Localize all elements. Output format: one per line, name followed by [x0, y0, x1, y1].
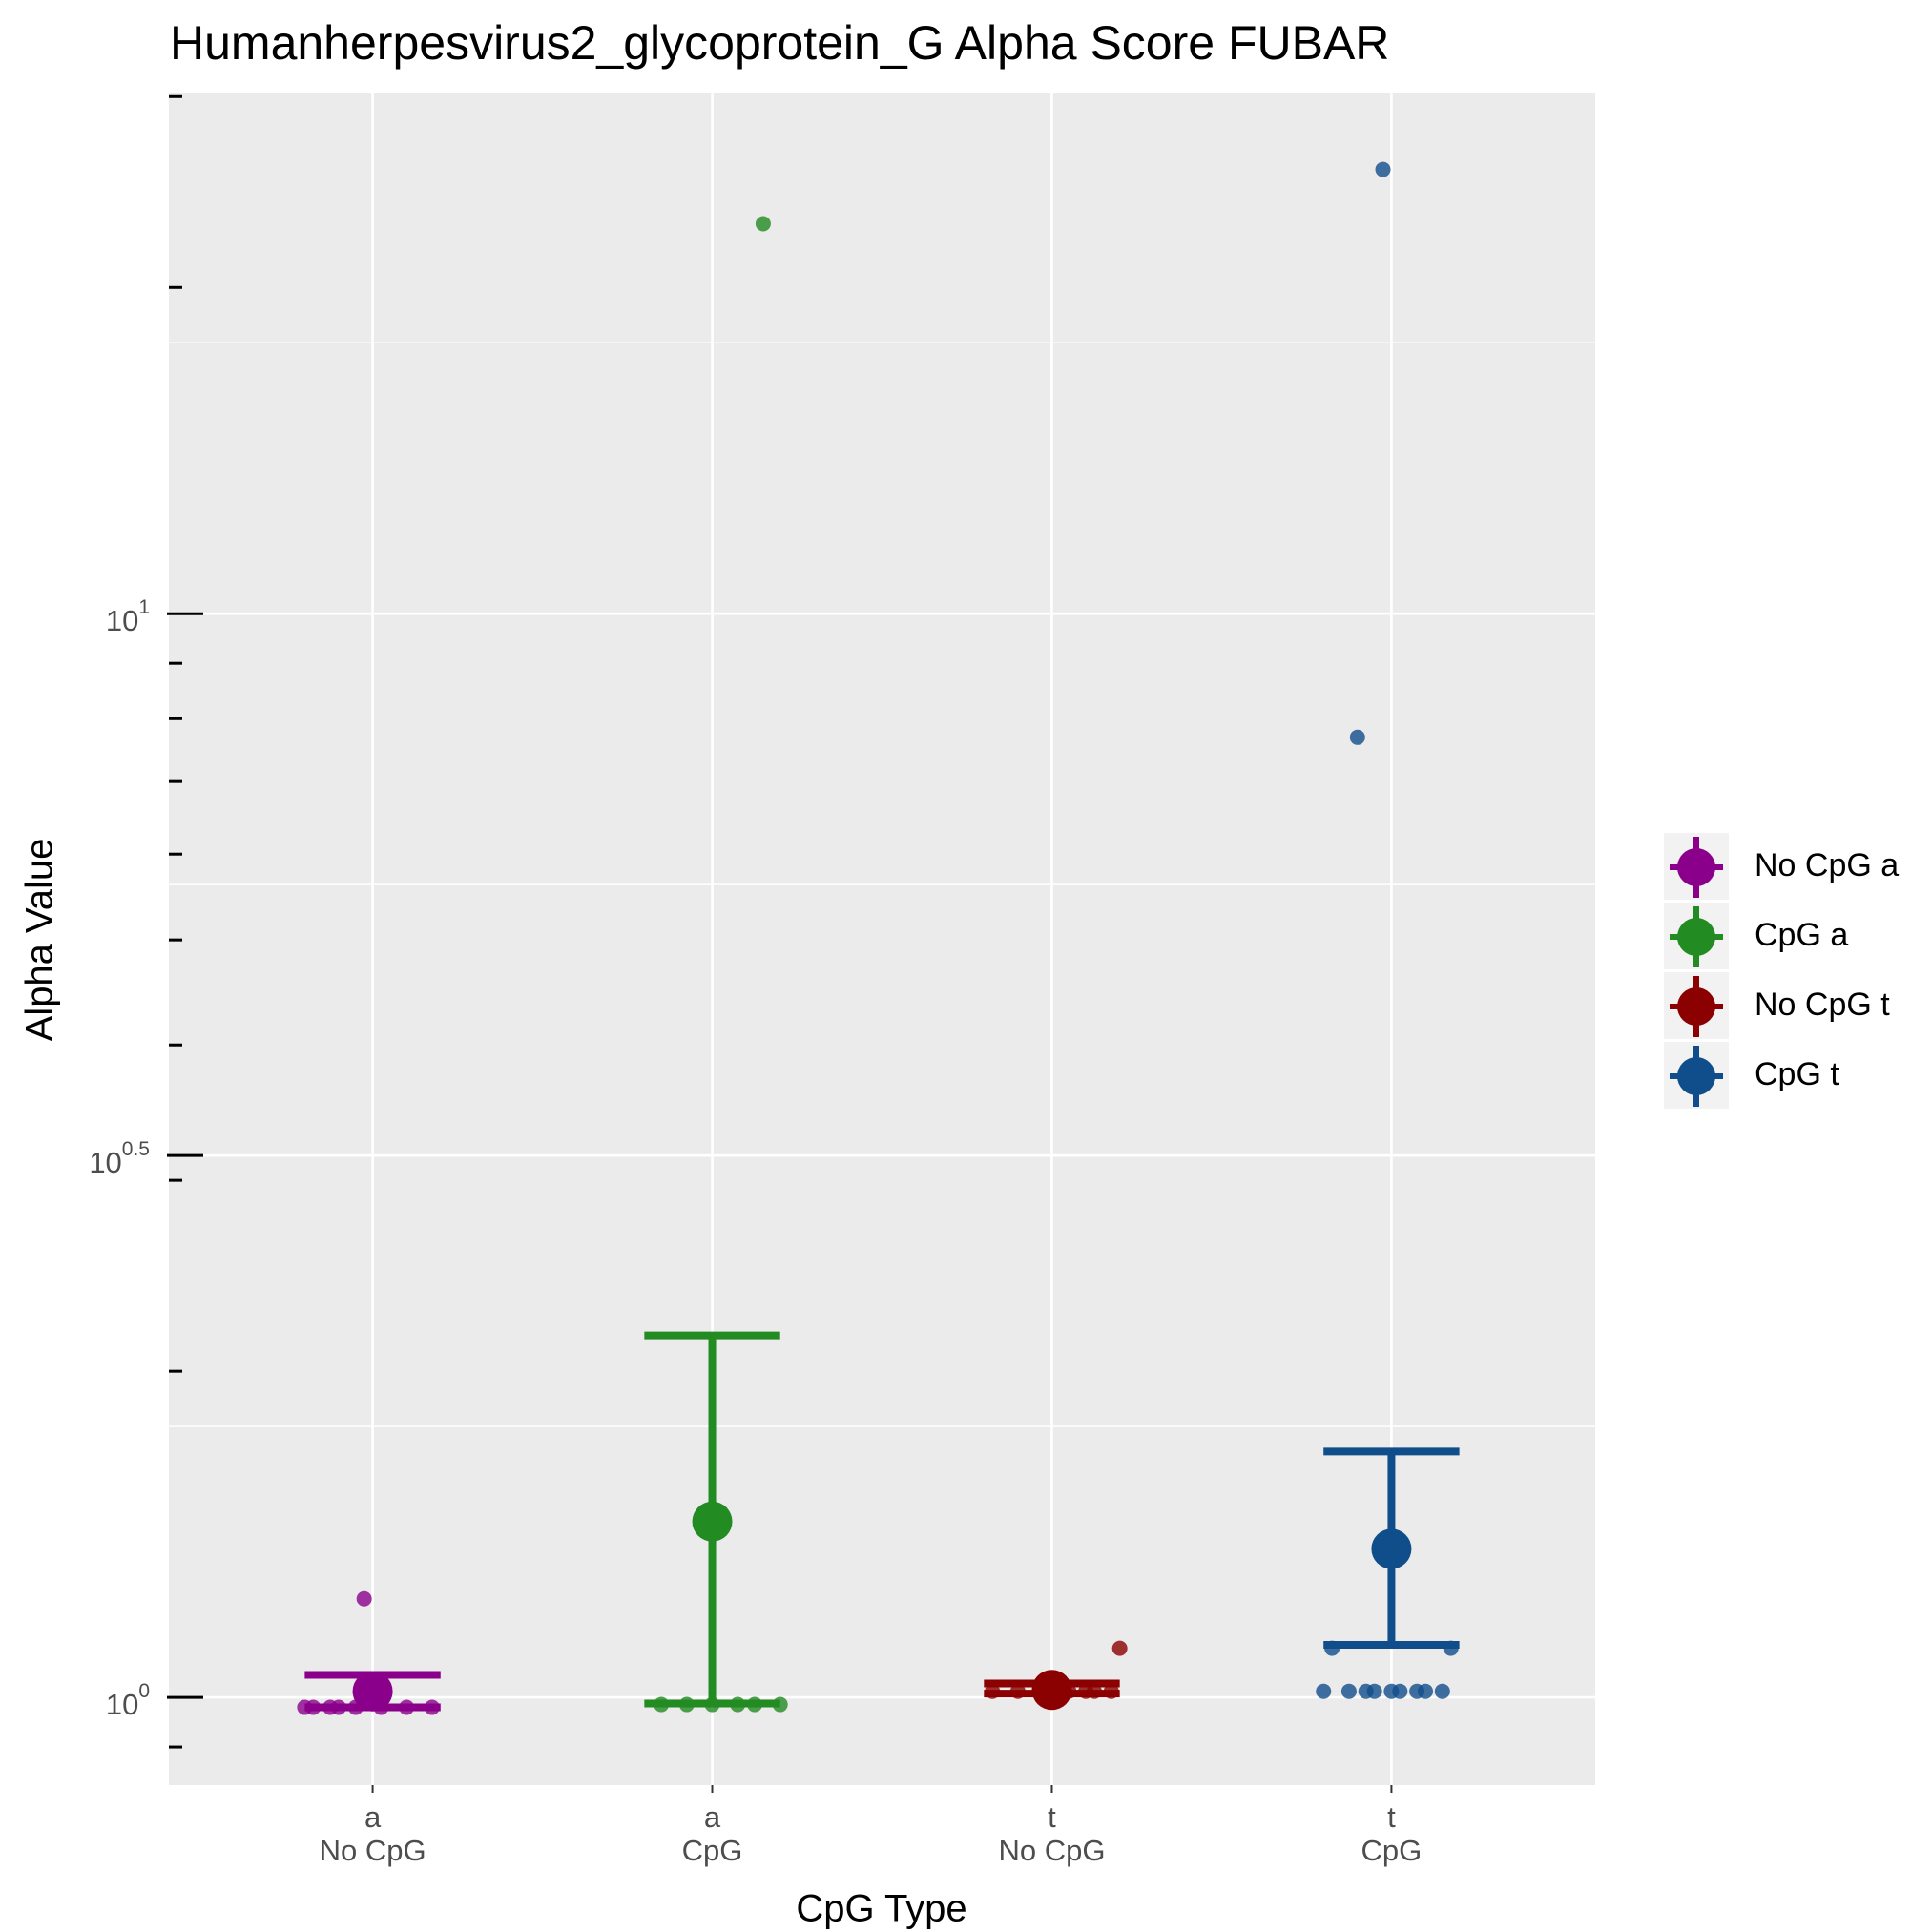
x-tick-label: a — [364, 1800, 382, 1834]
legend-label: No CpG t — [1755, 987, 1890, 1023]
x-tick-label: CpG — [1361, 1834, 1423, 1867]
plot-background — [169, 93, 1595, 1785]
x-tick-label: No CpG — [320, 1834, 426, 1867]
legend-key-point — [1677, 1057, 1715, 1095]
jitter-point — [755, 216, 771, 232]
x-tick-label: t — [1048, 1800, 1056, 1834]
y-axis-title: Alpha Value — [19, 839, 61, 1042]
y-tick-base: 10 — [106, 604, 138, 637]
mean-point — [692, 1501, 733, 1542]
x-tick-label: t — [1387, 1800, 1396, 1834]
y-tick-label: 101 — [106, 596, 150, 638]
jitter-point — [1434, 1683, 1450, 1699]
y-tick-exponent: 0.5 — [122, 1138, 150, 1160]
jitter-point — [1340, 1683, 1357, 1699]
mean-point — [1371, 1528, 1412, 1569]
legend-key-point — [1677, 848, 1715, 886]
legend-label: No CpG a — [1755, 847, 1899, 883]
jitter-point — [1316, 1683, 1332, 1699]
chart-title: Humanherpesvirus2_glycoprotein_G Alpha S… — [170, 16, 1389, 70]
y-tick-exponent: 1 — [138, 596, 150, 618]
jitter-point — [356, 1590, 372, 1607]
legend-label: CpG a — [1755, 917, 1848, 953]
jitter-point — [1392, 1683, 1408, 1699]
mean-point — [352, 1671, 393, 1712]
legend-label: CpG t — [1755, 1056, 1839, 1092]
jitter-point — [1418, 1683, 1434, 1699]
x-tick-label: CpG — [682, 1834, 743, 1867]
jitter-point — [1366, 1683, 1382, 1699]
jitter-point — [1111, 1640, 1128, 1656]
y-tick-base: 10 — [106, 1688, 138, 1721]
legend-key-point — [1677, 918, 1715, 956]
x-axis-title: CpG Type — [796, 1888, 966, 1930]
y-tick-base: 10 — [89, 1146, 121, 1179]
legend-key-point — [1677, 987, 1715, 1026]
x-tick-label: a — [704, 1800, 721, 1834]
jitter-point — [1375, 161, 1391, 177]
y-tick-exponent: 0 — [138, 1680, 150, 1702]
jitter-point — [1349, 729, 1365, 745]
y-tick-label: 100.5 — [89, 1138, 150, 1180]
mean-point — [1031, 1670, 1072, 1711]
y-tick-label: 100 — [106, 1680, 150, 1722]
x-tick-label: No CpG — [998, 1834, 1105, 1867]
